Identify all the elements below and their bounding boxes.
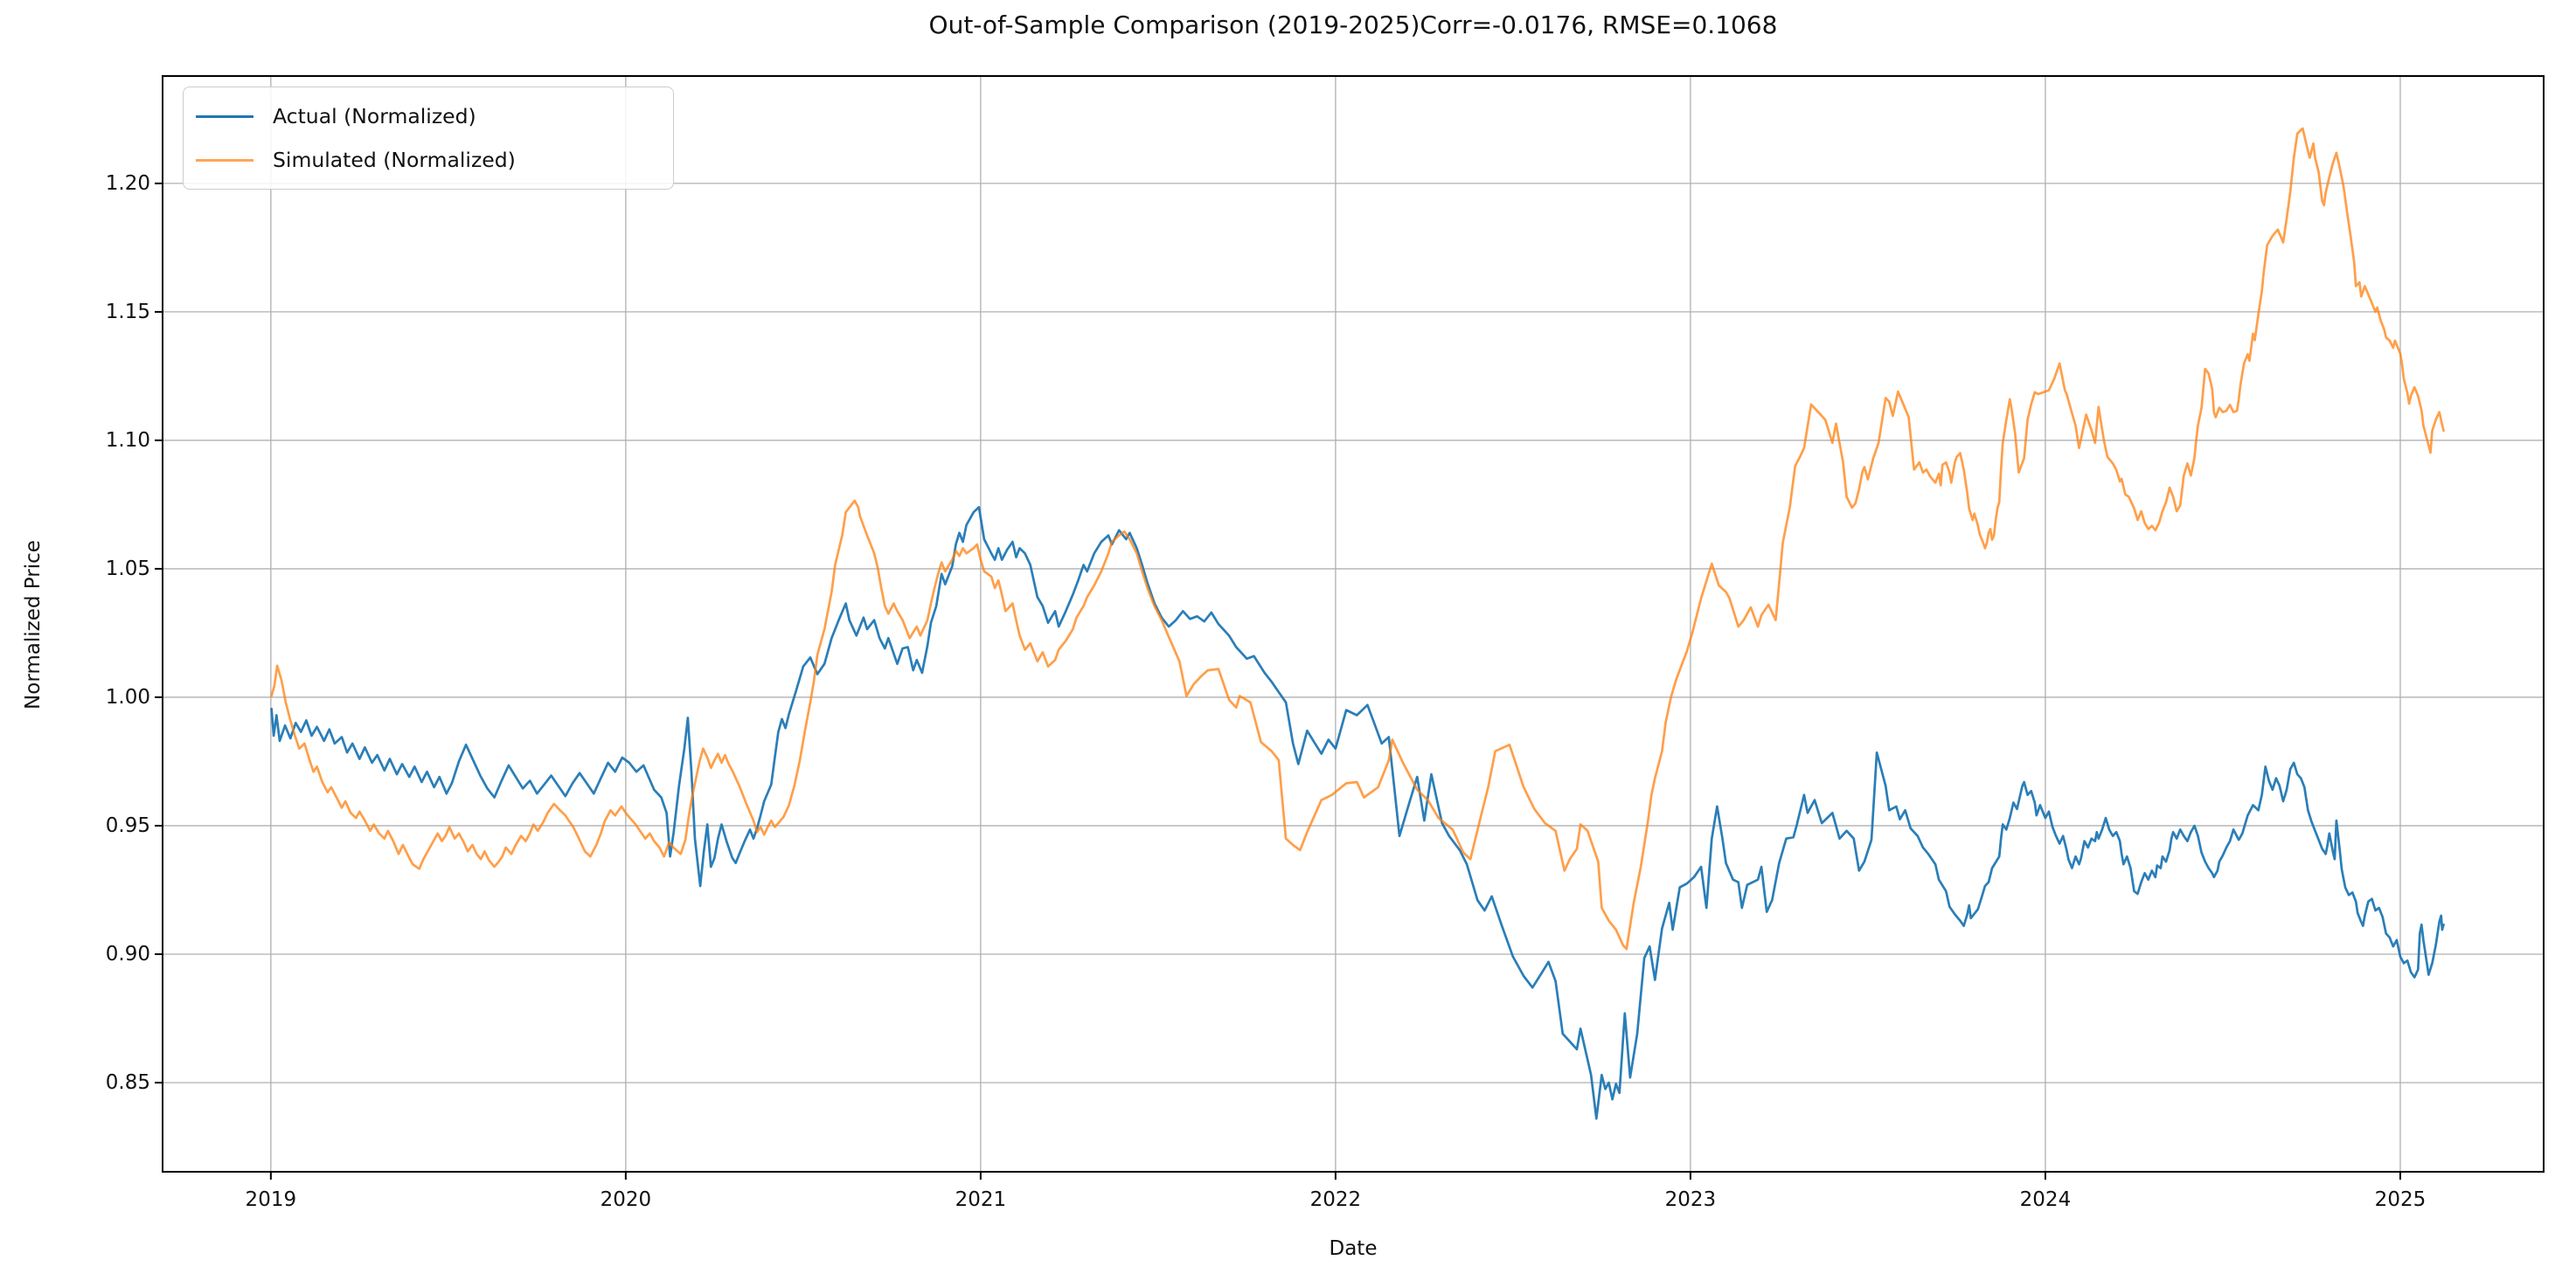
y-tick-label: 0.90 (105, 942, 150, 966)
legend-item-actual: Actual (Normalized) (184, 96, 673, 136)
x-tick-label: 2025 (2374, 1188, 2427, 1211)
legend-line-actual-icon (196, 114, 253, 118)
series-line-simulated (270, 127, 2445, 951)
x-tick-label: 2022 (1309, 1188, 1362, 1211)
y-tick-label: 1.00 (105, 685, 150, 709)
legend-line-simulated-icon (196, 158, 253, 162)
legend: Actual (Normalized) Simulated (Normalize… (183, 87, 674, 190)
x-tick-label: 2023 (1664, 1188, 1717, 1211)
y-tick-label: 0.95 (105, 814, 150, 837)
y-axis-label: Normalized Price (22, 540, 45, 710)
y-tick-label: 1.05 (105, 557, 150, 580)
x-axis-label: Date (1329, 1237, 1378, 1260)
y-tick-label: 1.10 (105, 428, 150, 452)
legend-item-simulated: Simulated (Normalized) (184, 140, 673, 180)
series-line-actual (270, 506, 2445, 1120)
y-tick-label: 1.15 (105, 300, 150, 323)
y-tick-label: 0.85 (105, 1070, 150, 1094)
x-tick-label: 2021 (955, 1188, 1007, 1211)
x-tick-label: 2024 (2019, 1188, 2072, 1211)
chart-title: Out-of-Sample Comparison (2019-2025)Corr… (928, 10, 1778, 39)
legend-label-simulated: Simulated (Normalized) (273, 148, 516, 172)
legend-label-actual: Actual (Normalized) (273, 104, 476, 128)
y-tick-label: 1.20 (105, 171, 150, 195)
plot-border (162, 75, 2545, 1173)
x-tick-label: 2019 (245, 1188, 297, 1211)
x-tick-label: 2020 (600, 1188, 652, 1211)
